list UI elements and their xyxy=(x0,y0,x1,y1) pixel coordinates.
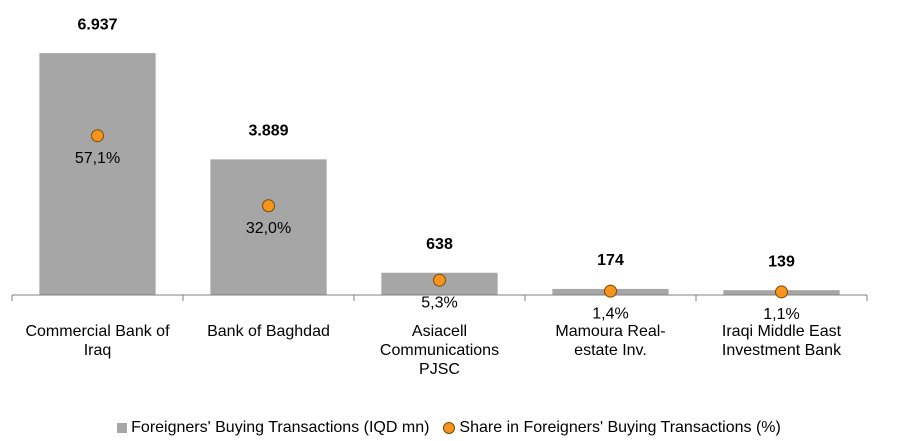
share-label: 32,0% xyxy=(246,220,291,237)
share-label: 1,4% xyxy=(592,305,628,322)
share-label: 1,1% xyxy=(763,306,799,323)
x-tick-label: Asiacell Communications PJSC xyxy=(379,323,500,378)
x-tick-label: Commercial Bank of Iraq xyxy=(25,323,170,359)
legend-swatch xyxy=(443,422,456,434)
bar-value-label: 6.937 xyxy=(77,16,117,33)
legend-swatch xyxy=(117,423,128,433)
bar xyxy=(210,159,327,295)
bar xyxy=(39,53,156,295)
legend-label: Share in Foreigners' Buying Transactions… xyxy=(459,419,781,436)
x-tick-label: Bank of Baghdad xyxy=(207,323,330,340)
share-dot xyxy=(262,199,275,213)
bar-value-label: 638 xyxy=(426,236,453,253)
share-dot xyxy=(91,129,104,143)
share-dot xyxy=(775,285,788,299)
legend-label: Foreigners' Buying Transactions (IQD mn) xyxy=(131,419,430,436)
share-label: 5,3% xyxy=(421,294,457,311)
share-dot xyxy=(604,284,617,298)
x-tick-label: Iraqi Middle East Investment Bank xyxy=(721,323,842,359)
share-dot xyxy=(433,273,446,287)
share-label: 57,1% xyxy=(75,150,120,167)
legend: Foreigners' Buying Transactions (IQD mn)… xyxy=(0,419,898,437)
bar-value-label: 139 xyxy=(768,253,795,270)
legend-item: Foreigners' Buying Transactions (IQD mn) xyxy=(117,419,429,437)
x-tick-label: Mamoura Real-estate Inv. xyxy=(555,323,666,359)
bar-value-label: 3.889 xyxy=(248,123,288,140)
legend-item: Share in Foreigners' Buying Transactions… xyxy=(443,419,781,437)
bar-value-label: 174 xyxy=(597,252,624,269)
